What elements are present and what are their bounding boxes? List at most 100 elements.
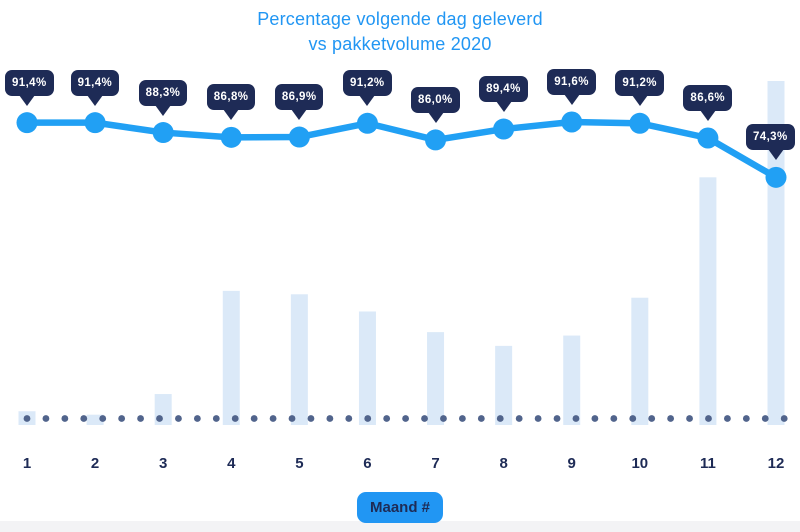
baseline-dot xyxy=(175,415,182,422)
volume-bar xyxy=(767,81,785,425)
x-tick-label: 10 xyxy=(631,455,649,472)
baseline-dot xyxy=(553,415,561,422)
baseline-dot xyxy=(780,415,788,422)
line-point-marker xyxy=(356,112,378,134)
line-point-marker xyxy=(152,122,174,144)
volume-bar xyxy=(495,345,513,425)
x-tick-label: 5 xyxy=(295,455,304,472)
baseline-dot xyxy=(193,415,201,422)
volume-bar xyxy=(631,297,649,425)
baseline-dot xyxy=(345,415,353,422)
tooltip-tail xyxy=(155,104,172,116)
chart-title-line2: vs pakketvolume 2020 xyxy=(308,34,492,54)
value-tooltip: 91,6% xyxy=(547,69,596,95)
tooltip-tail xyxy=(563,94,580,105)
line-point-marker xyxy=(425,129,447,151)
baseline-dot xyxy=(23,415,31,422)
x-tick-label: 4 xyxy=(227,455,236,472)
baseline-dot xyxy=(724,415,731,422)
x-tick-label: 2 xyxy=(90,455,100,472)
baseline-dot xyxy=(591,415,599,422)
baseline-dot xyxy=(648,415,656,422)
value-tooltip: 88,3% xyxy=(138,79,188,106)
baseline-dot xyxy=(515,415,523,422)
baseline-dot xyxy=(99,415,107,422)
x-tick-label: 11 xyxy=(699,455,716,472)
value-tooltip: 91,2% xyxy=(615,70,664,97)
baseline-dot xyxy=(61,415,69,422)
tooltip-tail xyxy=(631,95,648,107)
baseline-dot xyxy=(402,415,409,422)
tooltip-tail xyxy=(359,95,376,107)
baseline-dot xyxy=(326,415,334,422)
bottom-strip xyxy=(0,521,800,532)
line-point-marker xyxy=(493,118,515,140)
baseline-dot xyxy=(307,415,315,422)
x-tick-label: 7 xyxy=(431,455,440,472)
baseline-dot xyxy=(250,415,258,422)
volume-bar xyxy=(563,335,581,425)
value-tooltip: 86,0% xyxy=(411,86,460,113)
baseline-dot xyxy=(705,415,712,422)
tooltip-tail xyxy=(699,110,716,121)
tooltip-tail xyxy=(427,111,444,123)
tooltip-tail xyxy=(291,109,308,121)
volume-bar xyxy=(290,294,308,425)
value-tooltip: 91,4% xyxy=(70,69,120,96)
value-tooltip: 86,8% xyxy=(206,84,256,111)
value-tooltip: 86,9% xyxy=(274,84,324,111)
tooltip-tail xyxy=(19,94,35,106)
line-point-marker xyxy=(288,126,310,148)
baseline-dot xyxy=(458,415,466,422)
baseline-dot xyxy=(440,415,447,422)
line-point-marker xyxy=(629,112,651,134)
baseline-dot xyxy=(364,415,372,422)
line-point-marker xyxy=(16,112,38,134)
baseline-dot xyxy=(42,415,50,422)
tooltip-tail xyxy=(495,101,512,113)
baseline-dot xyxy=(667,415,675,422)
baseline-dot xyxy=(496,415,504,422)
baseline-dot xyxy=(156,415,163,422)
baseline-dot xyxy=(269,415,277,422)
tooltip-tail xyxy=(768,149,784,161)
line-point-marker xyxy=(765,166,787,188)
baseline-dot xyxy=(137,415,144,422)
baseline-dot xyxy=(421,415,428,422)
value-tooltip: 89,4% xyxy=(479,76,528,103)
baseline-dot xyxy=(383,415,391,422)
percentage-line xyxy=(23,118,780,181)
x-tick-label: 6 xyxy=(363,455,372,472)
volume-bar xyxy=(86,414,104,425)
baseline-dot xyxy=(477,415,485,422)
baseline-dot xyxy=(629,415,637,422)
baseline-dot xyxy=(118,415,126,422)
value-tooltip: 91,2% xyxy=(342,70,392,97)
baseline-dot xyxy=(742,415,750,422)
value-tooltip: 91,4% xyxy=(5,69,54,96)
x-tick-label: 8 xyxy=(499,455,508,472)
tooltip-tail xyxy=(223,109,240,121)
baseline-dot xyxy=(761,415,769,422)
line-point-marker xyxy=(561,111,583,133)
line-point-marker xyxy=(84,112,106,134)
volume-bar xyxy=(427,332,445,425)
line-point-marker xyxy=(697,127,719,149)
tooltip-tail xyxy=(87,94,104,106)
baseline-dot xyxy=(80,415,88,422)
baseline-dot xyxy=(288,415,296,422)
baseline-dot xyxy=(572,415,580,422)
chart-title-line1: Percentage volgende dag geleverd xyxy=(257,9,543,29)
x-axis-label-badge: Maand # xyxy=(356,492,444,523)
baseline-dot xyxy=(534,415,542,422)
baseline-dot xyxy=(231,415,239,422)
x-tick-label: 12 xyxy=(767,455,785,472)
baseline-dot xyxy=(212,415,220,422)
volume-bar xyxy=(358,311,376,425)
line-point-marker xyxy=(220,126,242,148)
baseline-dot xyxy=(610,415,618,422)
chart-title: Percentage volgende dag geleverd vs pakk… xyxy=(0,7,800,57)
x-tick-label: 3 xyxy=(159,455,168,472)
